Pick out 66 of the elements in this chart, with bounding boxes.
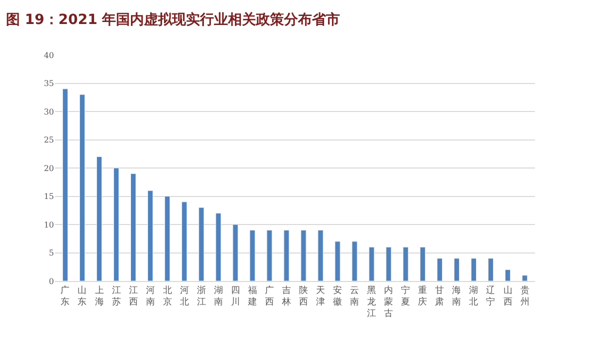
bar: [79, 94, 86, 281]
bar: [182, 202, 188, 281]
bar: [164, 196, 170, 281]
bar: [470, 258, 477, 281]
x-tick-label: 江苏: [112, 284, 121, 308]
x-tick-label: 贵州: [520, 284, 530, 308]
x-tick-label: 上海: [94, 284, 104, 308]
x-tick-label: 北京: [162, 284, 172, 308]
y-tick-label: 35: [44, 79, 54, 88]
bar: [334, 241, 340, 281]
bar: [368, 246, 374, 281]
bar: [488, 258, 494, 281]
bar: [96, 156, 102, 281]
x-tick-label: 天津: [316, 284, 326, 308]
x-tick-label: 湖南: [214, 284, 223, 308]
bar: [232, 224, 238, 281]
x-tick-label: 辽宁: [486, 284, 496, 308]
bar: [454, 258, 460, 281]
bar: [522, 275, 528, 281]
bar: [420, 246, 426, 281]
x-tick-label: 陕西: [299, 284, 308, 308]
x-tick-label: 宁夏: [401, 284, 410, 308]
x-tick-label: 山东: [78, 284, 87, 308]
bar: [148, 190, 154, 281]
bar: [352, 241, 358, 281]
y-tick-label: 25: [44, 136, 54, 145]
x-tick-label: 海南: [452, 284, 462, 308]
x-tick-label: 安徽: [333, 284, 342, 308]
bar: [402, 246, 408, 281]
y-tick-label: 15: [44, 192, 54, 202]
x-tick-label: 吉林: [280, 284, 291, 308]
x-tick-label: 福建: [246, 284, 257, 308]
x-tick-label: 江西: [128, 284, 138, 308]
x-tick-label: 内蒙古: [384, 284, 394, 320]
y-tick-label: 10: [44, 220, 54, 230]
y-tick-label: 40: [44, 50, 54, 60]
bar: [62, 88, 68, 281]
bar: [504, 269, 511, 281]
x-tick-label: 浙江: [196, 284, 206, 308]
x-tick-label: 四川: [230, 286, 240, 308]
bar: [266, 230, 272, 281]
bar: [113, 168, 120, 281]
y-tick-label: 5: [48, 248, 54, 258]
bar: [198, 207, 204, 281]
bar: [300, 230, 306, 281]
bar: [216, 212, 222, 281]
x-tick-label: 广东: [60, 284, 70, 308]
x-tick-label: 山西: [503, 284, 512, 308]
y-tick-label: 20: [44, 164, 54, 173]
x-tick-label: 河北: [180, 284, 189, 308]
bar: [436, 258, 442, 281]
chart-title: 图 19：2021 年国内虚拟现实行业相关政策分布省市: [6, 10, 340, 28]
bar: [284, 230, 290, 281]
y-tick-label: 0: [48, 276, 54, 286]
x-tick-label: 重庆: [418, 284, 428, 308]
x-tick-label: 黑龙江: [367, 284, 376, 320]
x-tick-label: 河南: [146, 284, 155, 308]
x-tick-label: 湖北: [469, 284, 478, 308]
y-tick-label: 30: [44, 107, 54, 116]
bar: [318, 230, 324, 281]
x-tick-label: 云南: [350, 286, 360, 308]
x-tick-label: 甘肃: [435, 284, 444, 308]
bar: [250, 230, 256, 281]
bar: [386, 246, 392, 281]
x-tick-label: 广西: [264, 284, 274, 308]
bar: [130, 173, 136, 281]
